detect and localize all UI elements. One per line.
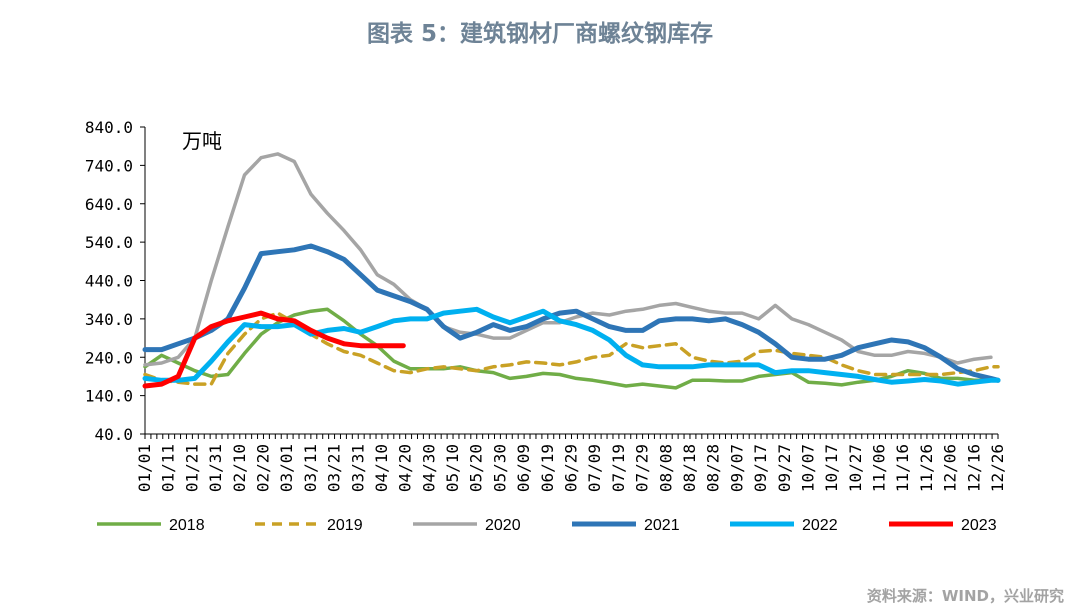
legend-label-2019: 2019 [327, 517, 363, 534]
x-tick-label: 06/29 [562, 444, 581, 492]
y-tick-label: 440.0 [85, 272, 133, 291]
y-tick-label: 240.0 [85, 348, 133, 367]
series-line-2022 [142, 306, 1001, 387]
x-tick-label: 12/16 [964, 444, 983, 492]
source-note: 资料来源：WIND，兴业研究 [866, 587, 1064, 605]
x-tick-label: 05/20 [467, 444, 486, 492]
series-line-2020 [143, 152, 993, 367]
x-tick-label: 09/17 [751, 444, 770, 492]
x-tick-label: 03/01 [277, 444, 296, 492]
y-tick-label: 740.0 [85, 156, 133, 175]
x-tick-label: 04/20 [396, 444, 415, 492]
x-tick-label: 11/26 [917, 444, 936, 492]
legend-label-2021: 2021 [644, 517, 680, 534]
x-tick-label: 06/09 [514, 444, 533, 492]
x-tick-label: 05/30 [490, 444, 509, 492]
chart-title: 图表 5：建筑钢材厂商螺纹钢库存 [366, 21, 713, 47]
x-tick-label: 01/01 [135, 444, 154, 492]
x-tick-label: 07/19 [609, 444, 628, 492]
legend-label-2020: 2020 [485, 517, 521, 534]
x-tick-label: 11/16 [893, 444, 912, 492]
x-tick-label: 12/26 [988, 444, 1007, 492]
legend-label-2022: 2022 [802, 517, 838, 534]
y-tick-label: 140.0 [85, 387, 133, 406]
y-tick-label: 40.0 [94, 425, 133, 444]
x-tick-label: 03/31 [348, 444, 367, 492]
x-tick-label: 02/10 [230, 444, 249, 492]
x-tick-label: 07/29 [633, 444, 652, 492]
y-tick-label: 840.0 [85, 118, 133, 137]
y-tick-label: 640.0 [85, 195, 133, 214]
x-tick-label: 07/09 [585, 444, 604, 492]
legend-label-2018: 2018 [169, 517, 205, 534]
x-tick-label: 01/31 [206, 444, 225, 492]
x-tick-label: 05/10 [443, 444, 462, 492]
legend-label-2023: 2023 [961, 517, 997, 534]
x-tick-label: 10/07 [798, 444, 817, 492]
x-tick-label: 03/21 [325, 444, 344, 492]
y-tick-label: 340.0 [85, 310, 133, 329]
series-line-2023 [142, 310, 406, 389]
x-tick-label: 08/18 [680, 444, 699, 492]
x-tick-label: 01/21 [182, 444, 201, 492]
x-tick-label: 09/07 [727, 444, 746, 492]
x-tick-label: 02/20 [253, 444, 272, 492]
x-tick-label: 10/17 [822, 444, 841, 492]
unit-label: 万吨 [182, 129, 222, 153]
x-tick-label: 12/06 [941, 444, 960, 492]
x-tick-label: 09/27 [775, 444, 794, 492]
x-tick-label: 03/11 [301, 444, 320, 492]
x-tick-label: 08/08 [656, 444, 675, 492]
x-tick-label: 08/28 [704, 444, 723, 492]
x-tick-label: 10/27 [846, 444, 865, 492]
x-tick-label: 01/11 [159, 444, 178, 492]
x-tick-label: 04/10 [372, 444, 391, 492]
x-tick-label: 06/19 [538, 444, 557, 492]
x-tick-label: 11/06 [870, 444, 889, 492]
x-tick-label: 04/30 [419, 444, 438, 492]
series-line-2021 [142, 243, 1001, 383]
y-tick-label: 540.0 [85, 233, 133, 252]
